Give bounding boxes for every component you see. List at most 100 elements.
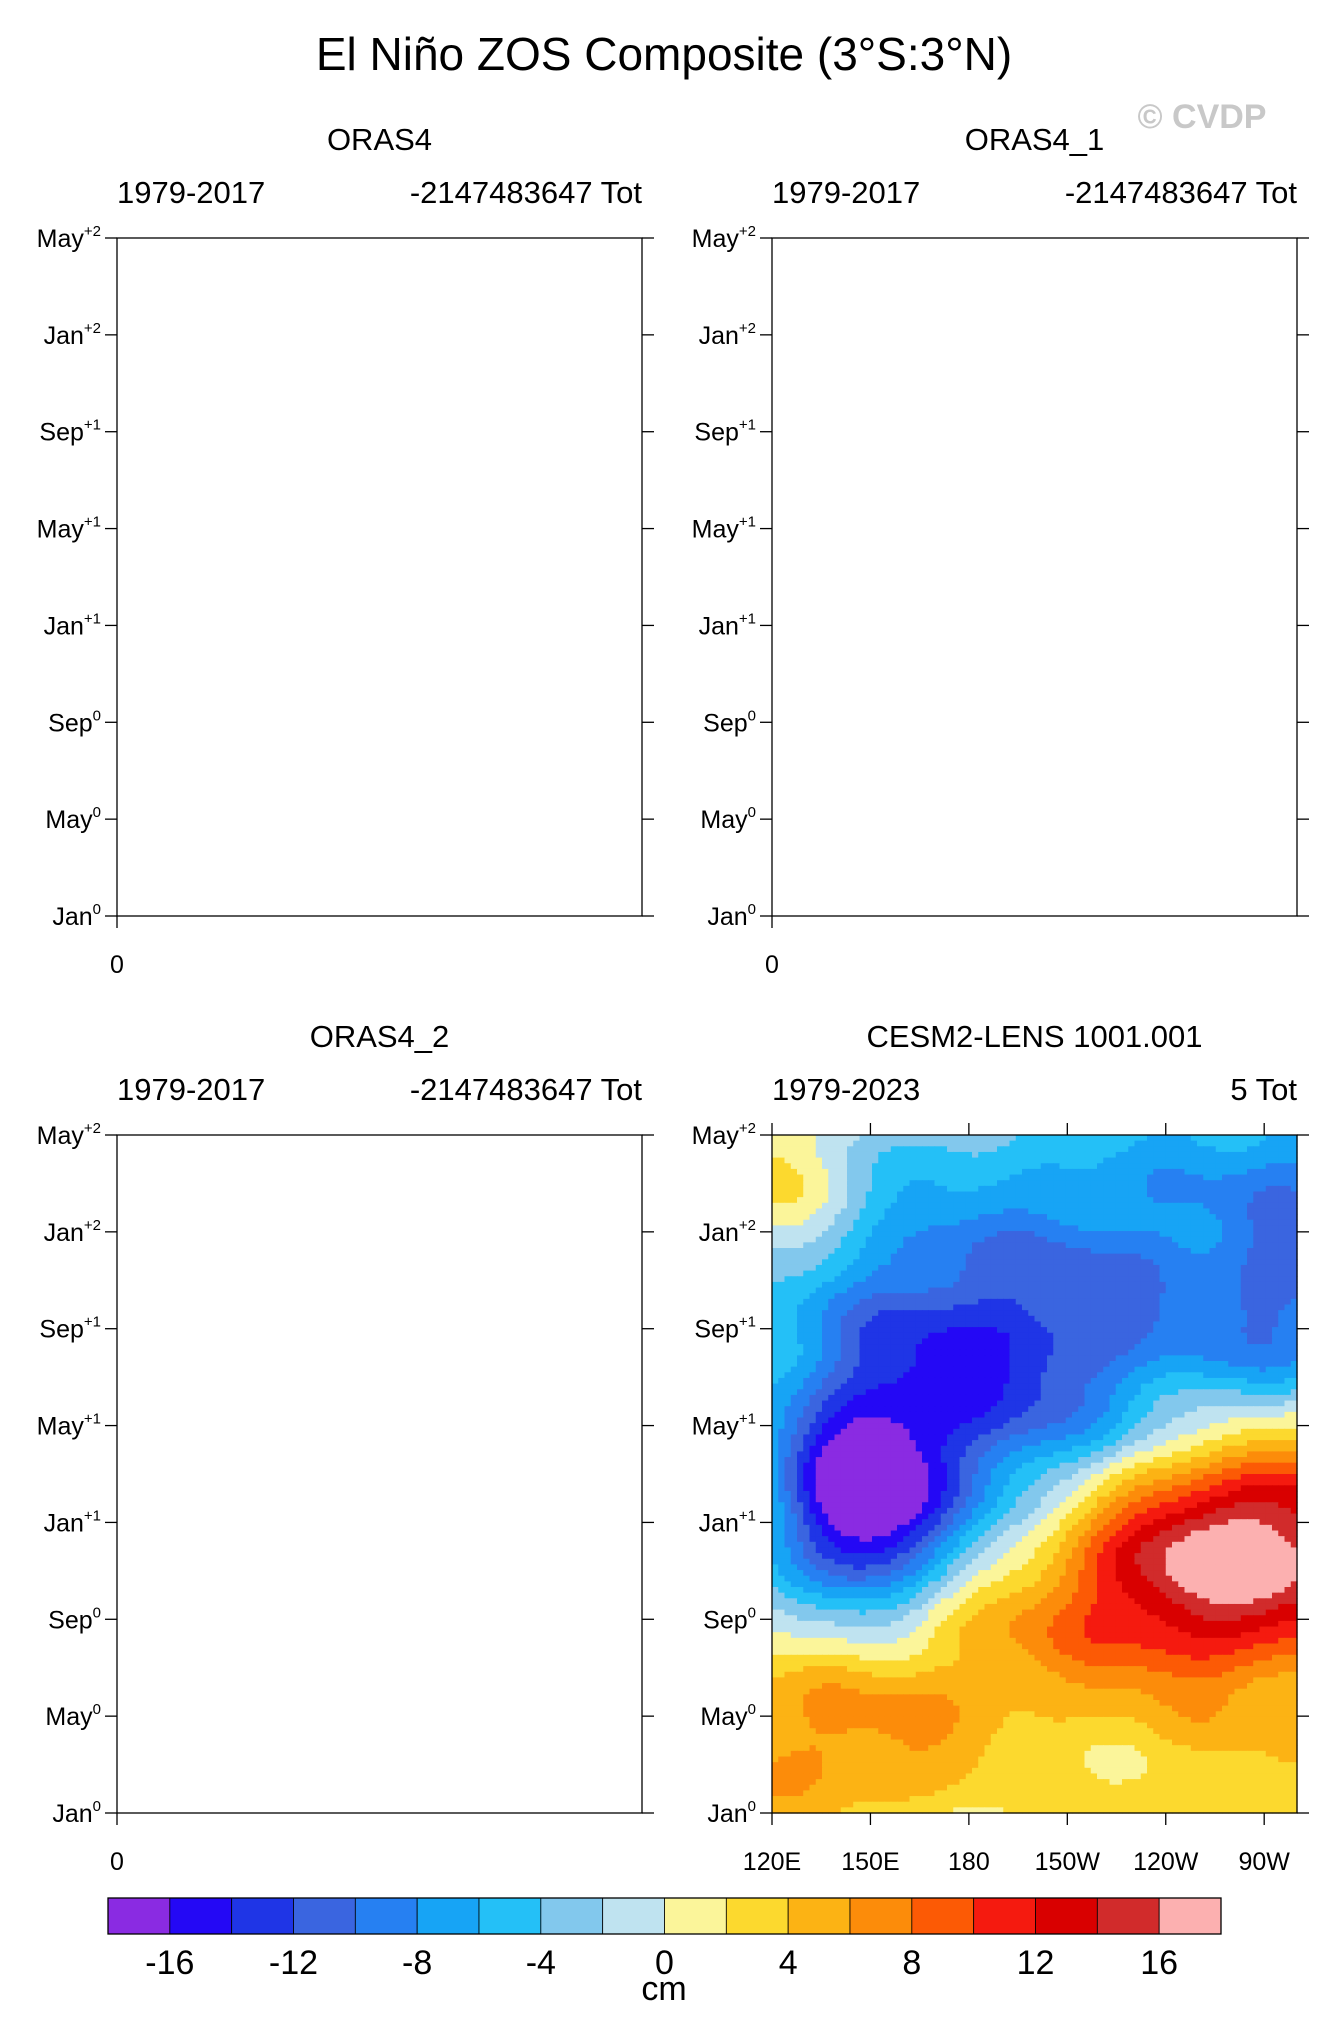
heatmap-cell (803, 1293, 810, 1299)
heatmap-cell (1097, 1412, 1104, 1418)
heatmap-cell (1147, 1180, 1154, 1186)
heatmap-cell (841, 1175, 848, 1181)
heatmap-cell (1272, 1451, 1279, 1457)
heatmap-cell (972, 1141, 979, 1147)
heatmap-cell (1116, 1237, 1123, 1243)
heatmap-cell (810, 1451, 817, 1457)
heatmap-cell (847, 1446, 854, 1452)
heatmap-cell (803, 1446, 810, 1452)
heatmap-cell (1010, 1429, 1017, 1435)
heatmap-cell (972, 1237, 979, 1243)
heatmap-cell (903, 1305, 910, 1311)
heatmap-cell (822, 1423, 829, 1429)
heatmap-cell (1203, 1254, 1210, 1260)
heatmap-cell (1097, 1141, 1104, 1147)
heatmap-cell (1078, 1389, 1085, 1395)
heatmap-cell (1097, 1299, 1104, 1305)
heatmap-cell (991, 1344, 998, 1350)
heatmap-cell (1060, 1282, 1067, 1288)
heatmap-cell (1016, 1327, 1023, 1333)
heatmap-cell (1266, 1220, 1273, 1226)
heatmap-cell (791, 1282, 798, 1288)
y-tick-label: May+1 (37, 514, 101, 544)
heatmap-cell (872, 1333, 879, 1339)
heatmap-cell (1116, 1259, 1123, 1265)
heatmap-cell (953, 1457, 960, 1463)
heatmap-cell (960, 1305, 967, 1311)
heatmap-cell (1097, 1293, 1104, 1299)
heatmap-cell (966, 1384, 973, 1390)
heatmap-cell (1191, 1214, 1198, 1220)
heatmap-cell (897, 1316, 904, 1322)
heatmap-cell (1222, 1344, 1229, 1350)
heatmap-cell (978, 1220, 985, 1226)
heatmap-cell (1053, 1327, 1060, 1333)
heatmap-cell (1253, 1158, 1260, 1164)
heatmap-cell (1285, 1276, 1292, 1282)
heatmap-cell (1285, 1350, 1292, 1356)
heatmap-cell (1085, 1418, 1092, 1424)
heatmap-cell (1285, 1423, 1292, 1429)
heatmap-cell (1272, 1214, 1279, 1220)
heatmap-cell (897, 1282, 904, 1288)
heatmap-cell (816, 1158, 823, 1164)
heatmap-cell (935, 1412, 942, 1418)
heatmap-cell (1085, 1175, 1092, 1181)
heatmap-cell (841, 1197, 848, 1203)
heatmap-cell (1191, 1282, 1198, 1288)
y-tick-label: Jan+1 (699, 610, 756, 640)
heatmap-cell (1003, 1141, 1010, 1147)
heatmap-cell (835, 1186, 842, 1192)
heatmap-cell (1197, 1186, 1204, 1192)
heatmap-cell (891, 1316, 898, 1322)
heatmap-cell (997, 1338, 1004, 1344)
heatmap-cell (885, 1208, 892, 1214)
heatmap-cell (1247, 1169, 1254, 1175)
heatmap-cell (841, 1423, 848, 1429)
heatmap-cell (910, 1158, 917, 1164)
heatmap-cell (1041, 1440, 1048, 1446)
heatmap-cell (1010, 1327, 1017, 1333)
heatmap-cell (1222, 1248, 1229, 1254)
heatmap-cell (1041, 1367, 1048, 1373)
heatmap-cell (1022, 1186, 1029, 1192)
heatmap-cell (991, 1158, 998, 1164)
heatmap-cell (1103, 1259, 1110, 1265)
heatmap-cell (1047, 1282, 1054, 1288)
heatmap-cell (1041, 1338, 1048, 1344)
heatmap-cell (922, 1248, 929, 1254)
heatmap-cell (1122, 1434, 1129, 1440)
heatmap-cell (1172, 1180, 1179, 1186)
heatmap-cell (953, 1372, 960, 1378)
heatmap-cell (891, 1180, 898, 1186)
heatmap-cell (1041, 1208, 1048, 1214)
heatmap-cell (1191, 1192, 1198, 1198)
y-tick-superscript: 0 (93, 1798, 101, 1815)
heatmap-cell (922, 1333, 929, 1339)
heatmap-cell (1010, 1271, 1017, 1277)
heatmap-cell (1016, 1237, 1023, 1243)
heatmap-cell (947, 1163, 954, 1169)
heatmap-cell (885, 1141, 892, 1147)
heatmap-cell (847, 1434, 854, 1440)
heatmap-cell (1078, 1310, 1085, 1316)
heatmap-cell (1110, 1208, 1117, 1214)
heatmap-cell (803, 1265, 810, 1271)
heatmap-cell (1272, 1152, 1279, 1158)
heatmap-cell (922, 1372, 929, 1378)
heatmap-cell (885, 1276, 892, 1282)
heatmap-cell (778, 1237, 785, 1243)
heatmap-cell (1128, 1355, 1135, 1361)
heatmap-cell (903, 1175, 910, 1181)
heatmap-cell (966, 1440, 973, 1446)
heatmap-cell (1266, 1163, 1273, 1169)
heatmap-cell (916, 1203, 923, 1209)
heatmap-cell (1166, 1338, 1173, 1344)
heatmap-cell (1103, 1282, 1110, 1288)
heatmap-cell (903, 1384, 910, 1390)
heatmap-cell (841, 1208, 848, 1214)
heatmap-cell (1128, 1338, 1135, 1344)
heatmap-cell (1272, 1146, 1279, 1152)
heatmap-cell (972, 1220, 979, 1226)
heatmap-cell (816, 1288, 823, 1294)
